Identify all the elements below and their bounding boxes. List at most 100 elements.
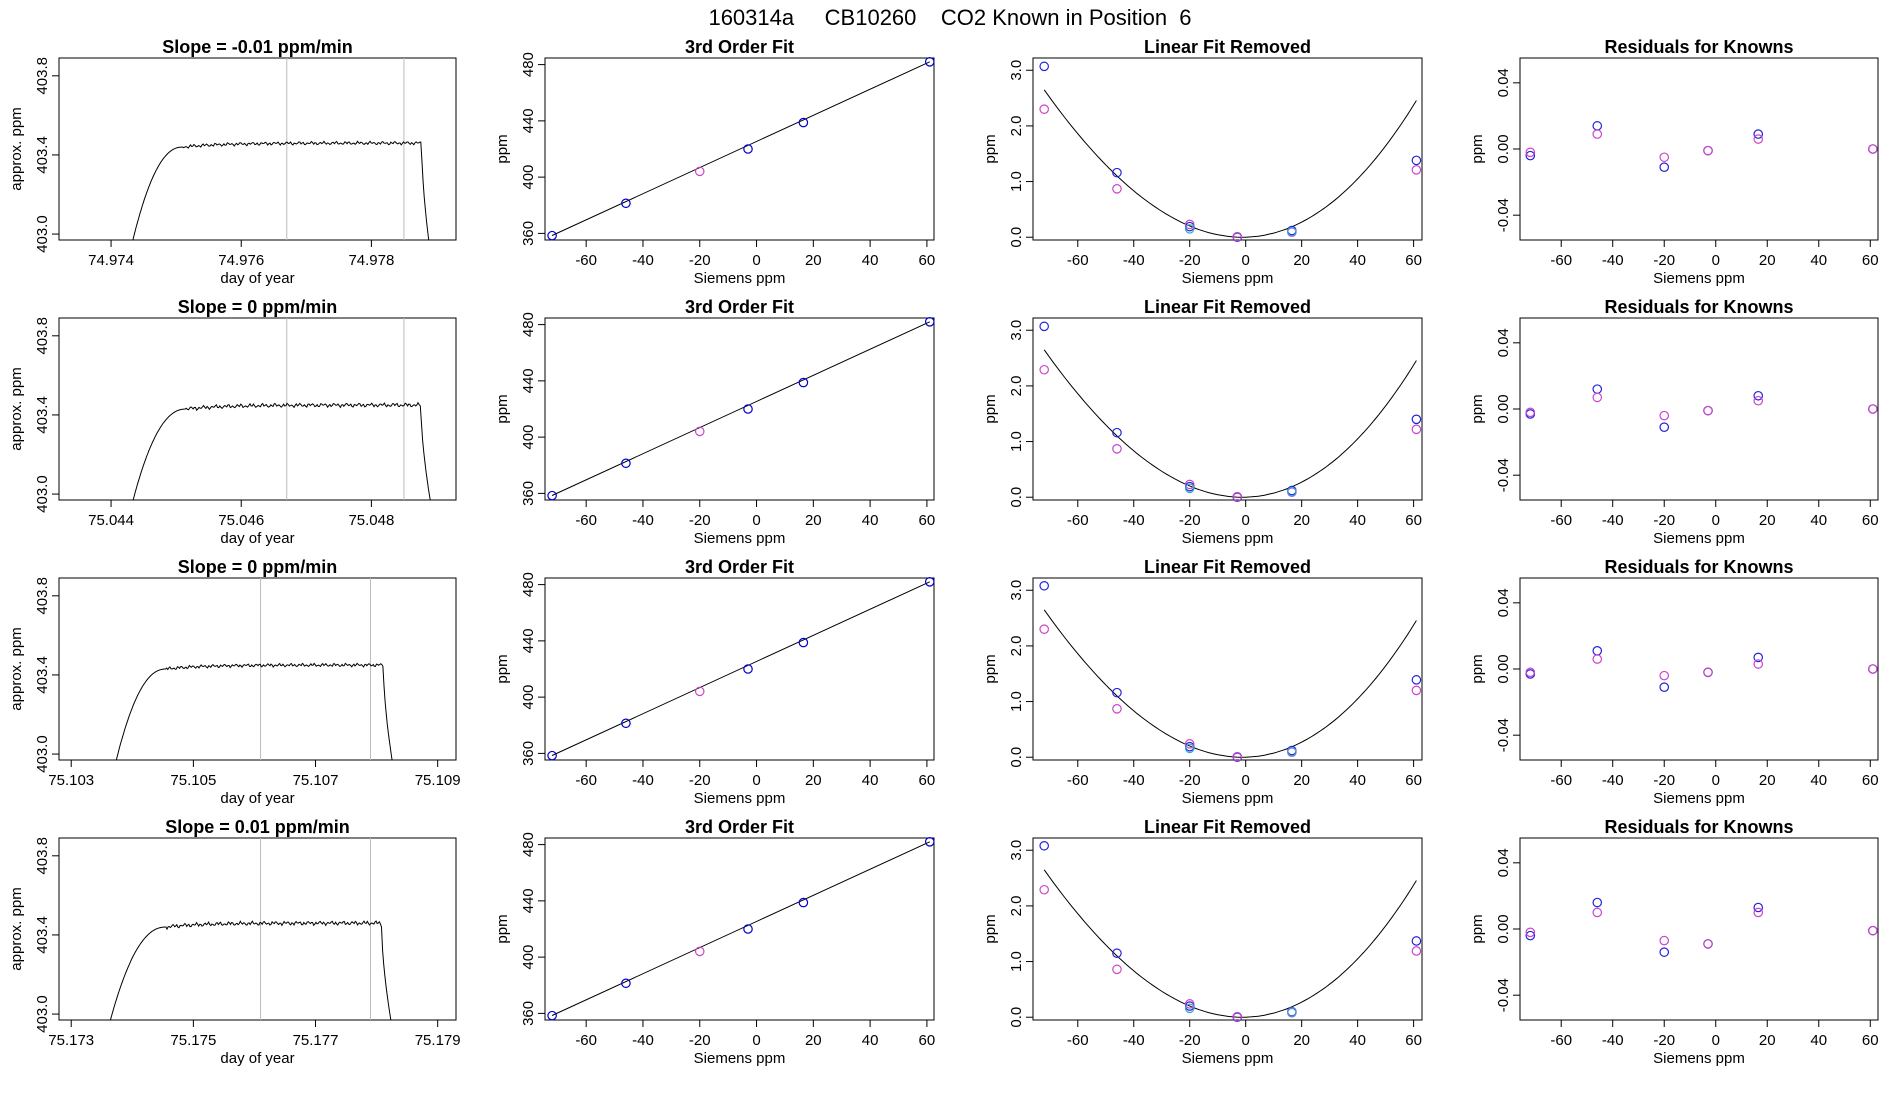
y-axis-label: approx. ppm: [8, 627, 25, 710]
y-tick-label: 2.0: [1008, 375, 1025, 396]
x-tick-label: -20: [1179, 1032, 1201, 1049]
x-axis-label: day of year: [220, 790, 294, 807]
data-point: [1592, 897, 1603, 908]
x-tick-label: -60: [1550, 512, 1572, 529]
y-tick-label: 480: [520, 312, 537, 337]
x-tick-label: 60: [1862, 772, 1879, 789]
x-tick-label: -60: [1067, 772, 1089, 789]
panel-r4c2: 3rd Order Fit -60 -40 -20 0 20 40 60 Siemens ppm…: [494, 817, 935, 1067]
x-tick-label: 40: [1810, 512, 1827, 529]
y-axis-label: ppm: [1469, 914, 1486, 943]
panel-grid: Slope = -0.01 ppm/min 74.974 74.976 74.978 d…: [8, 37, 1879, 1067]
data-point: [1659, 682, 1670, 692]
x-tick-label: -20: [1653, 772, 1675, 789]
data-point: [743, 664, 753, 674]
panel-r1c2: 3rd Order Fit -60 -40 -20 0 20 40 60 Siemens ppm…: [494, 37, 935, 287]
x-tick-label: 40: [1349, 512, 1366, 529]
y-tick-label: 3.0: [1008, 840, 1025, 861]
y-tick-label: 403.4: [34, 136, 51, 174]
x-axis-label: Siemens ppm: [694, 270, 786, 287]
y-tick-label: 403.4: [34, 916, 51, 954]
panel-r3c1: Slope = 0 ppm/min 75.103 75.105 75.107 75.10…: [8, 557, 461, 807]
data-point: [1592, 654, 1603, 664]
plot-area: [551, 61, 930, 236]
x-tick-label: -20: [1179, 512, 1201, 529]
x-tick-label: 20: [805, 252, 822, 269]
data-point: [1039, 580, 1049, 591]
y-tick-label: 403.0: [34, 475, 51, 513]
x-tick-label: 60: [1405, 252, 1422, 269]
x-tick-label: -40: [632, 1032, 654, 1049]
x-tick-label: 75.107: [293, 772, 339, 789]
x-tick-label: -40: [1123, 1032, 1145, 1049]
data-point: [1753, 652, 1764, 663]
y-tick-label: 360: [520, 1001, 537, 1026]
y-tick-label: 0.04: [1495, 68, 1512, 97]
y-tick-label: 360: [520, 741, 537, 766]
data-point: [1112, 703, 1122, 714]
y-tick-label: 1.0: [1008, 431, 1025, 452]
y-tick-label: 3.0: [1008, 320, 1025, 341]
x-tick-label: 60: [919, 512, 936, 529]
y-axis-label: ppm: [982, 654, 999, 683]
x-tick-label: -20: [1653, 1032, 1675, 1049]
y-tick-label: 1.0: [1008, 691, 1025, 712]
plot-frame: [1519, 577, 1879, 761]
x-tick-label: 75.177: [293, 1032, 339, 1049]
y-axis-label: approx. ppm: [8, 367, 25, 450]
plot-area: [115, 578, 393, 760]
x-tick-label: 75.103: [48, 772, 94, 789]
data-point: [547, 1010, 557, 1021]
panel-r1c4: Residuals for Knowns -60 -40 -20 0 20 40 60 Siem…: [1469, 37, 1879, 287]
x-tick-label: 20: [1293, 1032, 1310, 1049]
x-tick-label: 0: [752, 1032, 760, 1049]
y-tick-label: 403.8: [34, 317, 51, 355]
x-tick-label: 20: [1293, 512, 1310, 529]
y-tick-label: 0.04: [1495, 588, 1512, 617]
x-tick-label: 20: [805, 512, 822, 529]
x-tick-label: 20: [805, 1032, 822, 1049]
data-point: [798, 897, 809, 908]
data-point: [798, 377, 809, 388]
concentration-trace: [132, 140, 430, 240]
x-tick-label: -40: [632, 252, 654, 269]
panel-title: Residuals for Knowns: [1604, 297, 1793, 317]
fit-line: [551, 61, 930, 236]
y-tick-label: 360: [520, 481, 537, 506]
y-tick-label: 440: [520, 368, 537, 393]
x-tick-label: 74.976: [218, 252, 264, 269]
x-axis-label: Siemens ppm: [1182, 1050, 1274, 1067]
data-point: [1592, 907, 1603, 918]
data-point: [1184, 224, 1195, 234]
data-point: [1039, 61, 1049, 72]
x-tick-label: 75.048: [348, 512, 394, 529]
x-tick-label: 0: [752, 512, 760, 529]
plot-area: [551, 581, 930, 756]
plot-frame: [544, 577, 935, 761]
y-tick-label: 0.04: [1495, 848, 1512, 877]
data-point: [694, 946, 705, 957]
data-point: [621, 458, 631, 469]
panel-r2c2: 3rd Order Fit -60 -40 -20 0 20 40 60 Siemens ppm…: [494, 297, 935, 547]
x-tick-label: -20: [689, 252, 711, 269]
data-point: [547, 490, 557, 501]
y-axis-label: ppm: [494, 134, 511, 163]
y-tick-label: 1.0: [1008, 951, 1025, 972]
panel-title: 3rd Order Fit: [685, 37, 794, 57]
y-tick-label: 2.0: [1008, 635, 1025, 656]
x-tick-label: 60: [1862, 1032, 1879, 1049]
y-axis-label: ppm: [982, 914, 999, 943]
data-point: [621, 978, 631, 989]
y-tick-label: 0.0: [1008, 487, 1025, 508]
data-point: [1753, 907, 1764, 918]
x-tick-label: 75.046: [218, 512, 264, 529]
x-tick-label: 0: [1242, 1032, 1250, 1049]
data-point: [1039, 321, 1049, 332]
data-point: [1703, 405, 1713, 416]
y-tick-label: 0.00: [1495, 134, 1512, 163]
data-point: [1411, 936, 1422, 946]
y-tick-label: 400: [520, 685, 537, 710]
y-axis-label: ppm: [494, 394, 511, 423]
data-point: [1039, 104, 1049, 115]
